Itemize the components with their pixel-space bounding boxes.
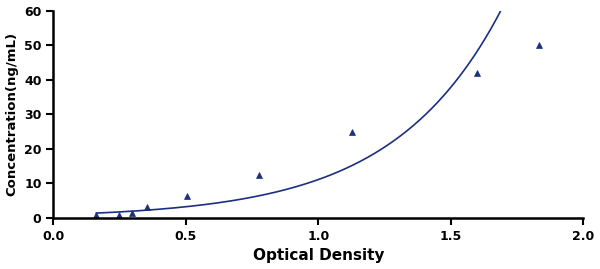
Y-axis label: Concentration(ng/mL): Concentration(ng/mL) <box>5 32 19 196</box>
X-axis label: Optical Density: Optical Density <box>253 249 384 263</box>
